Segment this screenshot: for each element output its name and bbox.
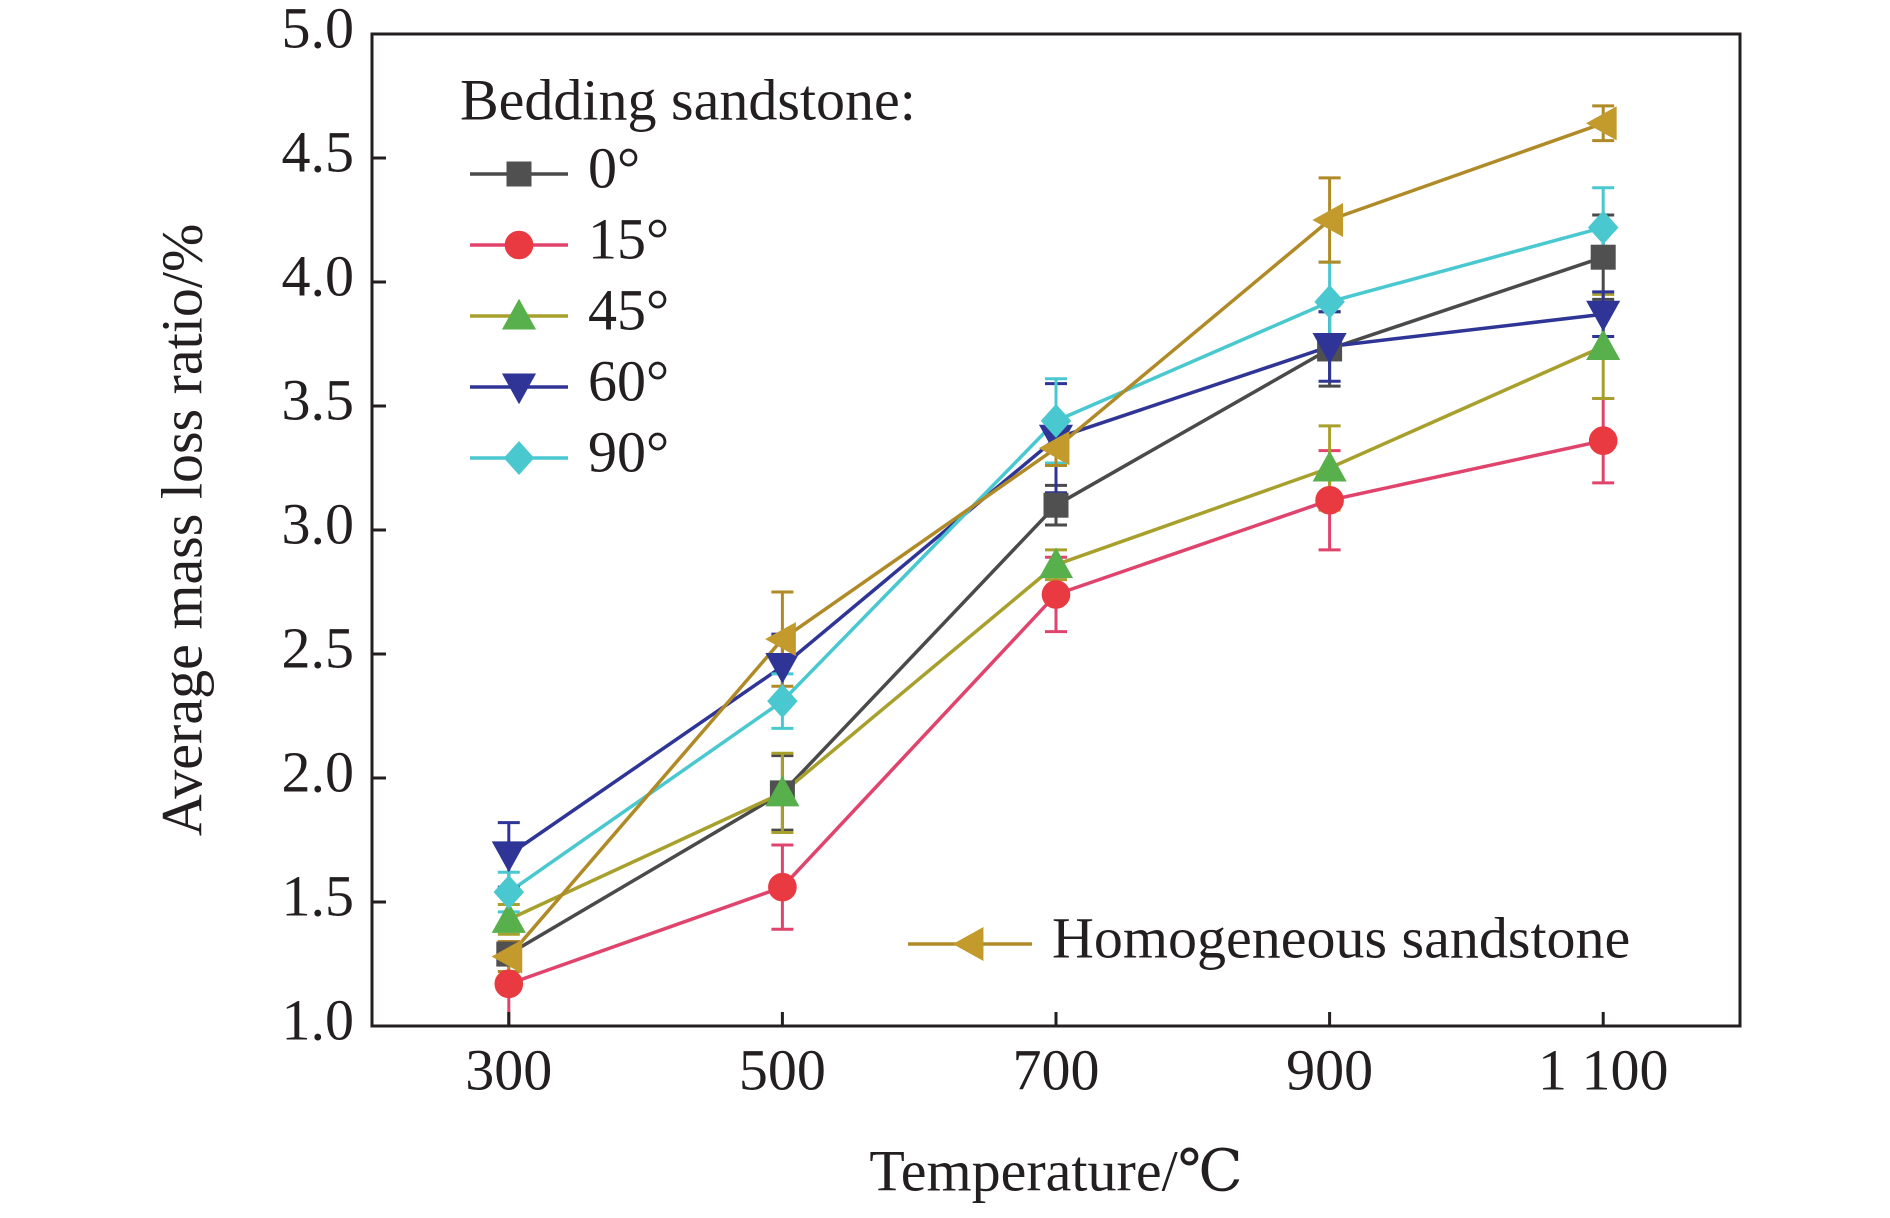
legend-label-90: 90° — [588, 419, 669, 484]
legend-title: Bedding sandstone: — [460, 67, 916, 132]
marker-15-700 — [1041, 580, 1071, 609]
marker-60-500 — [765, 652, 800, 684]
y-tick-label-4.0: 4.0 — [282, 243, 355, 308]
marker-90-700 — [1040, 403, 1072, 438]
y-axis-ticks: 1.0 1.5 2.0 2.5 3.0 3.5 4.0 4.5 5.0 — [282, 0, 386, 1052]
marker-90-500 — [767, 684, 798, 719]
marker-90-1100 — [1587, 210, 1619, 245]
x-axis-ticks: 300 500 700 900 1 100 — [465, 1012, 1668, 1102]
y-tick-label-1.5: 1.5 — [282, 863, 355, 928]
marker-15-1100 — [1588, 426, 1618, 456]
marker-60-1100 — [1586, 300, 1621, 332]
marker-15-500 — [768, 872, 797, 902]
legend-label-homogeneous: Homogeneous sandstone — [1052, 905, 1630, 970]
legend-marker-90 — [503, 441, 535, 475]
marker-45-500 — [765, 775, 800, 807]
legend-label-45: 45° — [588, 277, 669, 342]
y-tick-label-2.5: 2.5 — [282, 615, 355, 680]
legend-label-15: 15° — [588, 206, 669, 271]
x-tick-label-700: 700 — [1013, 1037, 1100, 1102]
marker-homogeneous-sandstone-500 — [765, 622, 796, 657]
marker-45-1100 — [1586, 329, 1621, 360]
y-tick-label-4.5: 4.5 — [282, 119, 355, 184]
x-tick-label-1100: 1 100 — [1538, 1037, 1669, 1102]
y-tick-label-1.0: 1.0 — [282, 987, 355, 1052]
y-tick-label-3.0: 3.0 — [282, 491, 355, 556]
series-line-homogeneous-sandstone — [507, 121, 1604, 958]
marker-15-300 — [494, 969, 524, 999]
marker-60-300 — [491, 841, 526, 873]
x-axis-title: Temperature/℃ — [869, 1138, 1242, 1203]
legend-homogeneous: Homogeneous sandstone — [908, 905, 1630, 970]
marker-60-900 — [1312, 333, 1347, 364]
y-tick-label-2.0: 2.0 — [282, 739, 355, 804]
legend-marker-15 — [504, 230, 534, 260]
y-tick-label-3.5: 3.5 — [282, 367, 355, 432]
legend-marker-45 — [501, 298, 537, 330]
x-tick-label-500: 500 — [739, 1037, 826, 1102]
marker-0-700 — [1043, 492, 1069, 518]
legend-marker-60 — [501, 373, 537, 405]
marker-homogeneous-sandstone-700 — [1038, 431, 1070, 466]
legend-label-0: 0° — [588, 135, 640, 200]
marker-0-1100 — [1590, 244, 1616, 270]
legend-bedding: Bedding sandstone: 0°15°45°60°90° — [460, 67, 916, 484]
legend-label-60: 60° — [588, 348, 669, 413]
marker-15-900 — [1315, 485, 1344, 515]
legend-marker-homogeneous — [952, 926, 984, 962]
marker-45-900 — [1312, 450, 1347, 482]
y-axis-title: Average mass loss ratio/% — [149, 224, 214, 837]
marker-45-300 — [491, 902, 526, 933]
marker-90-900 — [1314, 284, 1345, 319]
y-tick-label-5.0: 5.0 — [282, 0, 355, 60]
x-tick-label-300: 300 — [465, 1037, 552, 1102]
marker-homogeneous-sandstone-1100 — [1585, 106, 1617, 141]
marker-homogeneous-sandstone-300 — [491, 939, 523, 974]
marker-homogeneous-sandstone-900 — [1312, 202, 1344, 238]
legend-marker-0 — [506, 161, 532, 187]
marker-90-300 — [493, 875, 525, 910]
data-markers — [491, 106, 1621, 999]
x-tick-label-900: 900 — [1286, 1037, 1373, 1102]
marker-45-700 — [1038, 547, 1074, 579]
